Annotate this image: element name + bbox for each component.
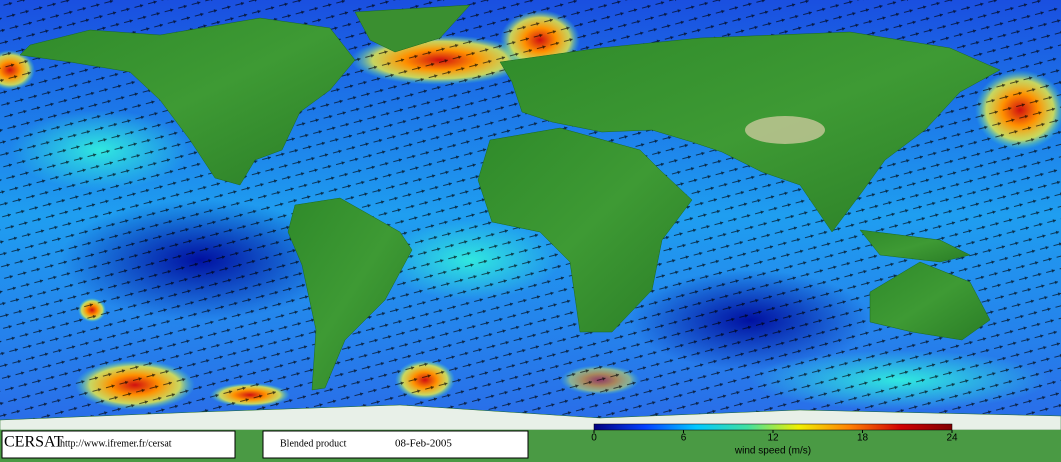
date: 08-Feb-2005 [395,438,452,450]
url: http://www.ifremer.fr/cersat [60,438,172,449]
plateau [745,116,825,144]
product: Blended product [280,438,347,449]
continents [0,4,1061,431]
colorbar-tick-label: 6 [681,433,687,444]
logo: CERSAT [4,434,64,451]
logo-box [1,430,236,459]
colorbar-tick-label: 18 [857,433,869,444]
colorbar: 0 6 12 18 24 [591,423,958,444]
colorbar-tick-label: 12 [767,433,779,444]
colorbar-bar [593,423,953,431]
product-box [262,430,529,459]
colorbar-tick-label: 0 [591,433,597,444]
colorbar-label: wind speed (m/s) [734,446,811,457]
colorbar-tick-label: 24 [946,433,958,444]
